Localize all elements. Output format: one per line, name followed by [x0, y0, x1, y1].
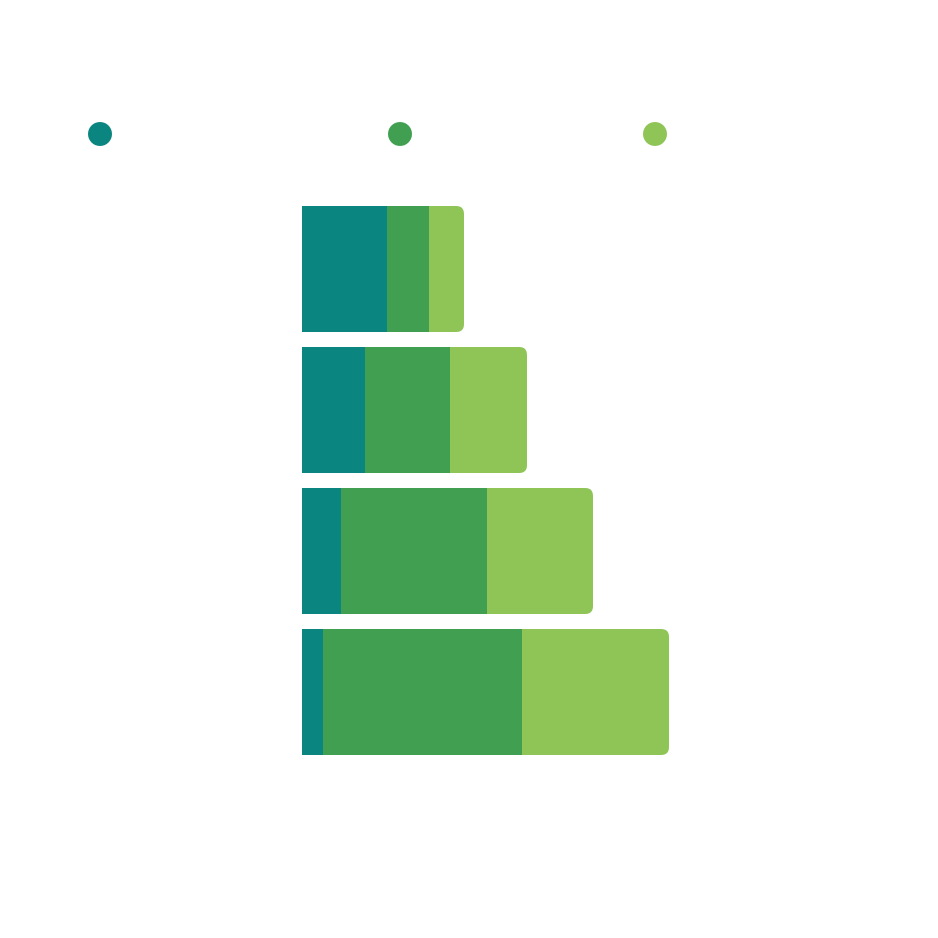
bar-segment — [387, 206, 429, 332]
bar-segment — [302, 206, 387, 332]
bar-segment — [323, 629, 522, 755]
bar-segment — [302, 347, 365, 473]
bar-segment — [302, 629, 323, 755]
bar-segment — [487, 488, 593, 614]
bar-segment — [450, 347, 527, 473]
bar-segment — [522, 629, 669, 755]
bar-segment — [341, 488, 487, 614]
bar-segment — [429, 206, 464, 332]
legend-marker — [643, 122, 667, 146]
bar-segment — [302, 488, 341, 614]
bar-segment — [365, 347, 450, 473]
legend-marker — [388, 122, 412, 146]
legend-marker — [88, 122, 112, 146]
